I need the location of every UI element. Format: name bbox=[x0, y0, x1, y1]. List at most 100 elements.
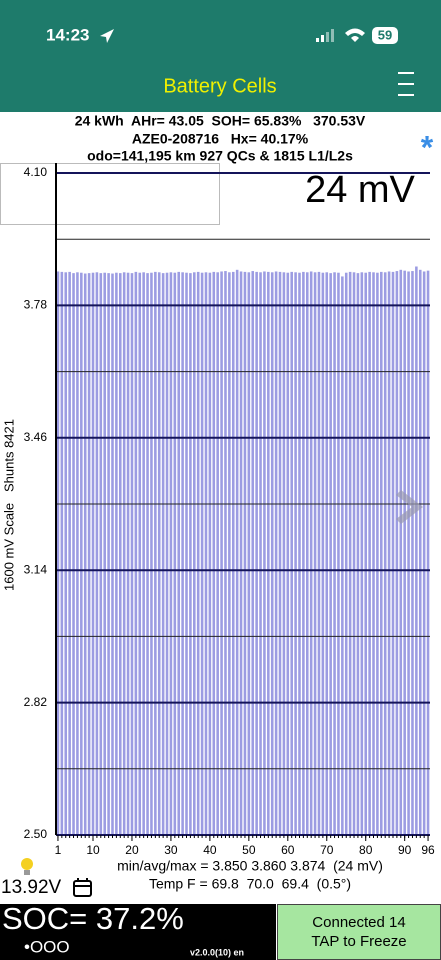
menu-button[interactable] bbox=[398, 72, 414, 96]
bar bbox=[91, 272, 95, 835]
y-tick-label: 3.14 bbox=[24, 562, 48, 576]
overlay-box bbox=[0, 163, 220, 225]
x-tick-label: 10 bbox=[86, 843, 100, 857]
battery-icon bbox=[372, 27, 398, 44]
bar bbox=[68, 271, 71, 836]
page-dots[interactable]: •OOO bbox=[24, 937, 70, 956]
x-tick-label: 40 bbox=[203, 843, 217, 857]
settings-marker[interactable]: * bbox=[421, 129, 434, 165]
spread-label: 24 mV bbox=[305, 169, 415, 211]
header-bar bbox=[0, 0, 441, 112]
wifi-icon bbox=[345, 28, 365, 42]
bar bbox=[247, 272, 251, 835]
bar bbox=[399, 269, 403, 835]
bar bbox=[368, 271, 371, 836]
bar bbox=[251, 271, 255, 836]
bar bbox=[317, 271, 321, 836]
bar bbox=[255, 271, 258, 836]
bar bbox=[298, 272, 301, 835]
bar bbox=[243, 271, 247, 836]
status-time: 14:23 bbox=[46, 25, 89, 44]
x-tick-label: 96 bbox=[421, 843, 435, 857]
next-chevron[interactable] bbox=[396, 490, 423, 524]
bar bbox=[216, 272, 219, 835]
screen-title: Battery Cells bbox=[163, 75, 276, 97]
chart: 2.50 2.82 3.14 3.46 3.78 4.10 1 10 20 30 40 50 60 70 8… bbox=[24, 163, 435, 857]
bar bbox=[224, 271, 227, 836]
bar bbox=[325, 272, 329, 835]
bar bbox=[422, 271, 426, 835]
bar bbox=[337, 272, 340, 835]
bar bbox=[169, 272, 173, 835]
bar bbox=[64, 272, 68, 835]
info-line: AZE0-208716 Hx= 40.17% bbox=[132, 131, 309, 147]
bar bbox=[154, 271, 157, 836]
freeze-label: TAP to Freeze bbox=[311, 933, 406, 950]
bar bbox=[157, 272, 161, 835]
bar bbox=[146, 273, 149, 835]
y-axis-label: 1600 mV Scale Shunts 8421 bbox=[1, 419, 16, 591]
bar bbox=[395, 271, 399, 836]
bar bbox=[352, 272, 356, 835]
bar bbox=[305, 272, 309, 835]
y-tick-label: 4.10 bbox=[24, 165, 48, 179]
bar bbox=[333, 272, 336, 835]
x-tick-label: 50 bbox=[242, 843, 256, 857]
bar bbox=[376, 272, 379, 835]
bar bbox=[426, 270, 430, 835]
bar bbox=[161, 273, 165, 835]
x-tick-label: 1 bbox=[55, 843, 62, 857]
bar bbox=[302, 271, 305, 836]
x-tick-label: 20 bbox=[125, 843, 139, 857]
y-tick-label: 2.82 bbox=[24, 695, 48, 709]
bar bbox=[99, 273, 103, 835]
bar bbox=[270, 272, 274, 835]
y-tick-label: 3.78 bbox=[24, 298, 48, 312]
bar bbox=[200, 272, 204, 835]
bar bbox=[383, 272, 387, 835]
bar bbox=[212, 271, 216, 836]
y-tick-label: 3.46 bbox=[24, 430, 48, 444]
bar bbox=[290, 271, 293, 836]
bar bbox=[235, 269, 239, 835]
bar bbox=[418, 269, 422, 835]
x-tick-label: 70 bbox=[320, 843, 334, 857]
bar bbox=[415, 266, 418, 835]
version: v2.0.0(10) en bbox=[190, 947, 244, 957]
bar bbox=[134, 271, 138, 836]
aux-voltage: 13.92V bbox=[1, 877, 62, 898]
bar bbox=[321, 272, 325, 835]
bar bbox=[150, 272, 153, 835]
bar bbox=[111, 273, 114, 835]
bar bbox=[220, 271, 223, 835]
bar bbox=[208, 272, 212, 835]
bar bbox=[103, 272, 106, 835]
bar bbox=[204, 272, 208, 835]
bar bbox=[360, 272, 364, 835]
signal-icon bbox=[316, 29, 334, 42]
bar bbox=[341, 276, 344, 835]
bar bbox=[344, 272, 348, 835]
bar bbox=[309, 271, 313, 835]
bar bbox=[387, 271, 391, 835]
bar bbox=[364, 272, 368, 835]
bar bbox=[173, 272, 177, 835]
x-tick-label: 90 bbox=[398, 843, 412, 857]
bar bbox=[115, 272, 118, 835]
x-tick-label: 60 bbox=[281, 843, 295, 857]
bar bbox=[142, 272, 145, 835]
battery-level: 59 bbox=[378, 27, 392, 42]
min-avg-max: min/avg/max = 3.850 3.860 3.874 (24 mV) bbox=[117, 858, 383, 874]
soc-panel bbox=[0, 904, 276, 960]
soc: SOC= 37.2% bbox=[2, 901, 184, 936]
bar bbox=[185, 272, 188, 835]
bar bbox=[107, 273, 110, 835]
bar bbox=[329, 273, 332, 835]
bar bbox=[72, 273, 75, 835]
bar bbox=[189, 273, 192, 835]
bar bbox=[177, 271, 181, 836]
bar bbox=[80, 272, 83, 835]
bar bbox=[60, 271, 64, 836]
